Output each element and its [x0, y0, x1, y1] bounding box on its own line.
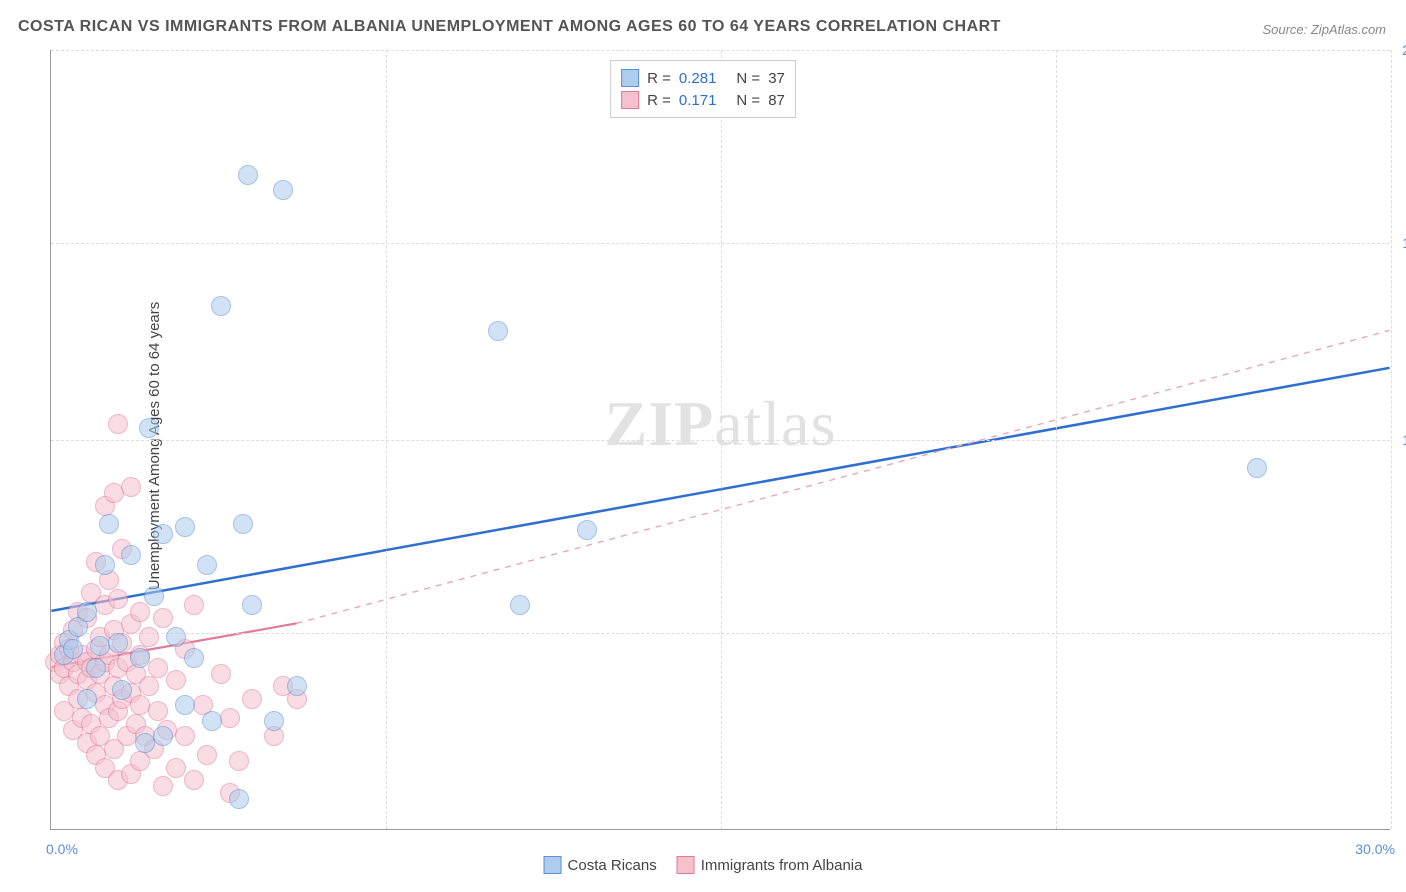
data-point	[264, 711, 284, 731]
data-point	[148, 658, 168, 678]
data-point	[108, 589, 128, 609]
legend-n-value: 37	[768, 70, 785, 87]
watermark-atlas: atlas	[714, 388, 836, 459]
data-point	[184, 770, 204, 790]
data-point	[238, 165, 258, 185]
data-point	[197, 745, 217, 765]
data-point	[139, 627, 159, 647]
legend-swatch	[677, 856, 695, 874]
data-point	[63, 639, 83, 659]
legend-item: Immigrants from Albania	[677, 856, 863, 874]
legend-label: Costa Ricans	[568, 857, 657, 874]
legend-r-value: 0.171	[679, 92, 717, 109]
legend-n-value: 87	[768, 92, 785, 109]
data-point	[130, 602, 150, 622]
legend-correlation: R = 0.281 N = 37 R = 0.171 N = 87	[610, 60, 796, 118]
data-point	[86, 658, 106, 678]
data-point	[184, 595, 204, 615]
data-point	[166, 758, 186, 778]
data-point	[121, 477, 141, 497]
data-point	[273, 180, 293, 200]
data-point	[229, 789, 249, 809]
legend-swatch	[621, 91, 639, 109]
chart-container: COSTA RICAN VS IMMIGRANTS FROM ALBANIA U…	[0, 0, 1406, 892]
watermark-zip: ZIP	[605, 388, 715, 459]
plot-area: ZIPatlas 6.3%12.5%18.8%25.0%0.0%30.0%	[50, 50, 1390, 830]
data-point	[488, 321, 508, 341]
gridline-v	[1391, 50, 1392, 829]
data-point	[175, 517, 195, 537]
data-point	[220, 708, 240, 728]
data-point	[108, 414, 128, 434]
data-point	[130, 648, 150, 668]
data-point	[139, 418, 159, 438]
y-tick-label: 18.8%	[1402, 235, 1406, 251]
data-point	[287, 676, 307, 696]
data-point	[166, 627, 186, 647]
data-point	[99, 514, 119, 534]
source-label: Source: ZipAtlas.com	[1262, 22, 1386, 37]
data-point	[510, 595, 530, 615]
gridline-v	[1056, 50, 1057, 829]
data-point	[197, 555, 217, 575]
y-tick-label: 12.5%	[1402, 432, 1406, 448]
chart-title: COSTA RICAN VS IMMIGRANTS FROM ALBANIA U…	[18, 18, 1001, 36]
data-point	[1247, 458, 1267, 478]
data-point	[211, 664, 231, 684]
data-point	[233, 514, 253, 534]
gridline-v	[386, 50, 387, 829]
x-tick-label: 0.0%	[46, 841, 78, 857]
legend-swatch	[621, 69, 639, 87]
data-point	[577, 520, 597, 540]
data-point	[77, 689, 97, 709]
data-point	[153, 608, 173, 628]
data-point	[153, 726, 173, 746]
data-point	[121, 545, 141, 565]
data-point	[175, 726, 195, 746]
data-point	[153, 524, 173, 544]
data-point	[153, 776, 173, 796]
data-point	[77, 602, 97, 622]
y-tick-label: 25.0%	[1402, 42, 1406, 58]
data-point	[242, 689, 262, 709]
legend-label: Immigrants from Albania	[701, 857, 863, 874]
data-point	[202, 711, 222, 731]
data-point	[108, 633, 128, 653]
data-point	[148, 701, 168, 721]
data-point	[144, 586, 164, 606]
legend-series: Costa Ricans Immigrants from Albania	[544, 856, 863, 874]
legend-item: Costa Ricans	[544, 856, 657, 874]
data-point	[211, 296, 231, 316]
legend-n-label: N =	[736, 70, 760, 87]
trend-line	[297, 330, 1390, 623]
data-point	[166, 670, 186, 690]
x-tick-label: 30.0%	[1355, 841, 1395, 857]
legend-r-label: R =	[647, 70, 671, 87]
data-point	[112, 680, 132, 700]
legend-r-label: R =	[647, 92, 671, 109]
legend-n-label: N =	[736, 92, 760, 109]
legend-r-value: 0.281	[679, 70, 717, 87]
gridline-v	[721, 50, 722, 829]
legend-row: R = 0.171 N = 87	[621, 89, 785, 111]
data-point	[175, 695, 195, 715]
legend-row: R = 0.281 N = 37	[621, 67, 785, 89]
data-point	[95, 555, 115, 575]
data-point	[90, 636, 110, 656]
legend-swatch	[544, 856, 562, 874]
data-point	[229, 751, 249, 771]
data-point	[139, 676, 159, 696]
data-point	[184, 648, 204, 668]
data-point	[242, 595, 262, 615]
